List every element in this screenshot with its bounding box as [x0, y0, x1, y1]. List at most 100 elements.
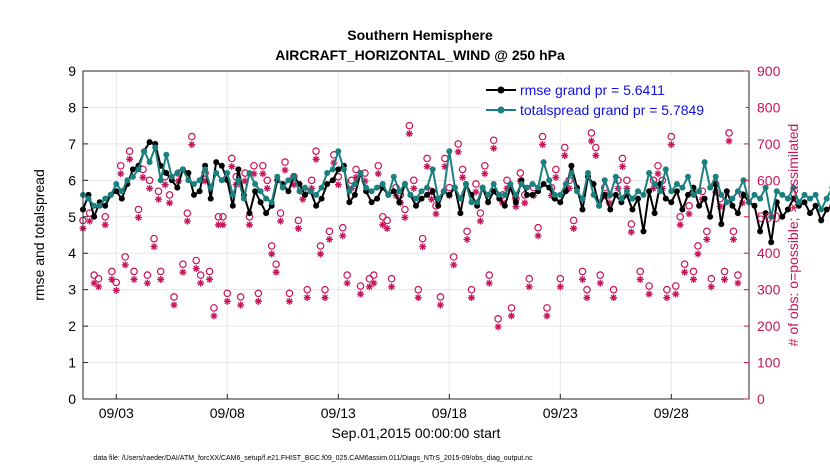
obs-marker — [609, 285, 618, 302]
obs-marker — [627, 220, 636, 236]
obs-possible-circle — [352, 165, 360, 174]
obs-assimilated-star — [130, 275, 138, 283]
series-point — [163, 170, 170, 176]
obs-assimilated-star — [436, 301, 444, 309]
series-point — [501, 191, 508, 198]
series-point — [124, 177, 131, 184]
obs-possible-circle — [578, 267, 587, 276]
obs-marker — [307, 176, 316, 192]
obs-possible-circle — [409, 176, 418, 185]
obs-possible-circle — [685, 202, 693, 210]
y-left-tick-label: 8 — [68, 99, 76, 115]
obs-assimilated-star — [139, 173, 147, 181]
obs-possible-circle — [481, 161, 489, 170]
obs-possible-circle — [125, 147, 134, 155]
obs-possible-circle — [476, 209, 485, 217]
series-point — [701, 195, 708, 202]
series-point — [651, 210, 658, 217]
series-point — [324, 170, 331, 176]
series-point — [407, 191, 414, 198]
obs-possible-circle — [263, 176, 272, 185]
obs-marker — [725, 129, 733, 145]
y-right-tick-label: 600 — [757, 172, 781, 188]
obs-possible-circle — [121, 253, 129, 261]
obs-assimilated-star — [738, 199, 746, 207]
series-point — [396, 188, 403, 195]
obs-marker — [538, 132, 547, 149]
obs-marker — [689, 267, 698, 283]
series-point — [174, 184, 181, 191]
obs-marker — [680, 260, 689, 276]
obs-possible-circle — [729, 227, 738, 236]
obs-possible-circle — [458, 165, 467, 174]
series-point — [784, 206, 791, 213]
series-point — [346, 188, 353, 195]
obs-marker — [316, 242, 325, 258]
series-point — [784, 195, 791, 202]
series-point — [635, 188, 641, 195]
series-point — [518, 181, 525, 187]
obs-possible-circle — [312, 147, 320, 155]
obs-assimilated-star — [388, 283, 396, 291]
series-point — [524, 184, 530, 191]
obs-possible-circle — [374, 161, 383, 170]
series-point — [379, 181, 386, 187]
series-point — [290, 173, 297, 180]
series-point — [757, 228, 764, 235]
obs-assimilated-star — [707, 283, 715, 291]
obs-marker — [150, 234, 158, 251]
series-point — [240, 195, 247, 202]
series-point — [579, 206, 586, 213]
obs-marker — [676, 212, 684, 229]
series-point — [762, 210, 769, 217]
obs-assimilated-star — [476, 217, 484, 225]
obs-possible-circle — [196, 271, 205, 279]
obs-marker — [383, 216, 391, 232]
obs-marker — [94, 274, 103, 291]
obs-possible-circle — [671, 282, 680, 290]
obs-possible-circle — [294, 216, 303, 225]
series-point — [118, 195, 125, 202]
obs-marker — [143, 271, 152, 287]
x-tick-label: 09/18 — [432, 405, 467, 421]
series-point — [562, 181, 569, 187]
series-point — [618, 195, 625, 202]
series-line — [82, 146, 830, 218]
series-point — [712, 173, 719, 180]
series-point — [696, 188, 703, 195]
obs-assimilated-star — [343, 279, 351, 287]
obs-marker — [707, 274, 716, 291]
obs-assimilated-star — [636, 275, 644, 283]
obs-marker — [267, 242, 276, 258]
obs-marker — [409, 176, 418, 192]
obs-assimilated-star — [729, 235, 737, 243]
obs-possible-circle — [720, 267, 729, 276]
series-point — [579, 195, 586, 202]
series-point — [179, 166, 186, 173]
obs-assimilated-star — [503, 184, 511, 192]
series-point — [107, 191, 114, 198]
obs-possible-circle — [365, 274, 374, 283]
obs-marker — [489, 136, 498, 152]
obs-assimilated-star — [663, 294, 671, 302]
series-point — [757, 195, 764, 202]
obs-marker — [183, 209, 192, 225]
obs-possible-circle — [405, 121, 414, 130]
series-point — [535, 184, 542, 191]
series-point — [779, 191, 786, 198]
series-point — [329, 166, 336, 173]
series-point — [812, 191, 819, 198]
obs-assimilated-star — [405, 130, 413, 138]
obs-possible-circle — [321, 285, 329, 294]
series-point — [340, 166, 347, 173]
obs-marker — [671, 282, 680, 298]
obs-possible-circle — [560, 143, 569, 152]
obs-possible-circle — [112, 278, 121, 287]
series-point — [213, 170, 220, 176]
obs-assimilated-star — [618, 162, 626, 170]
obs-possible-circle — [272, 260, 280, 268]
obs-possible-circle — [170, 293, 178, 301]
series-point — [346, 199, 353, 206]
obs-marker — [587, 129, 596, 145]
series-point — [318, 184, 325, 191]
